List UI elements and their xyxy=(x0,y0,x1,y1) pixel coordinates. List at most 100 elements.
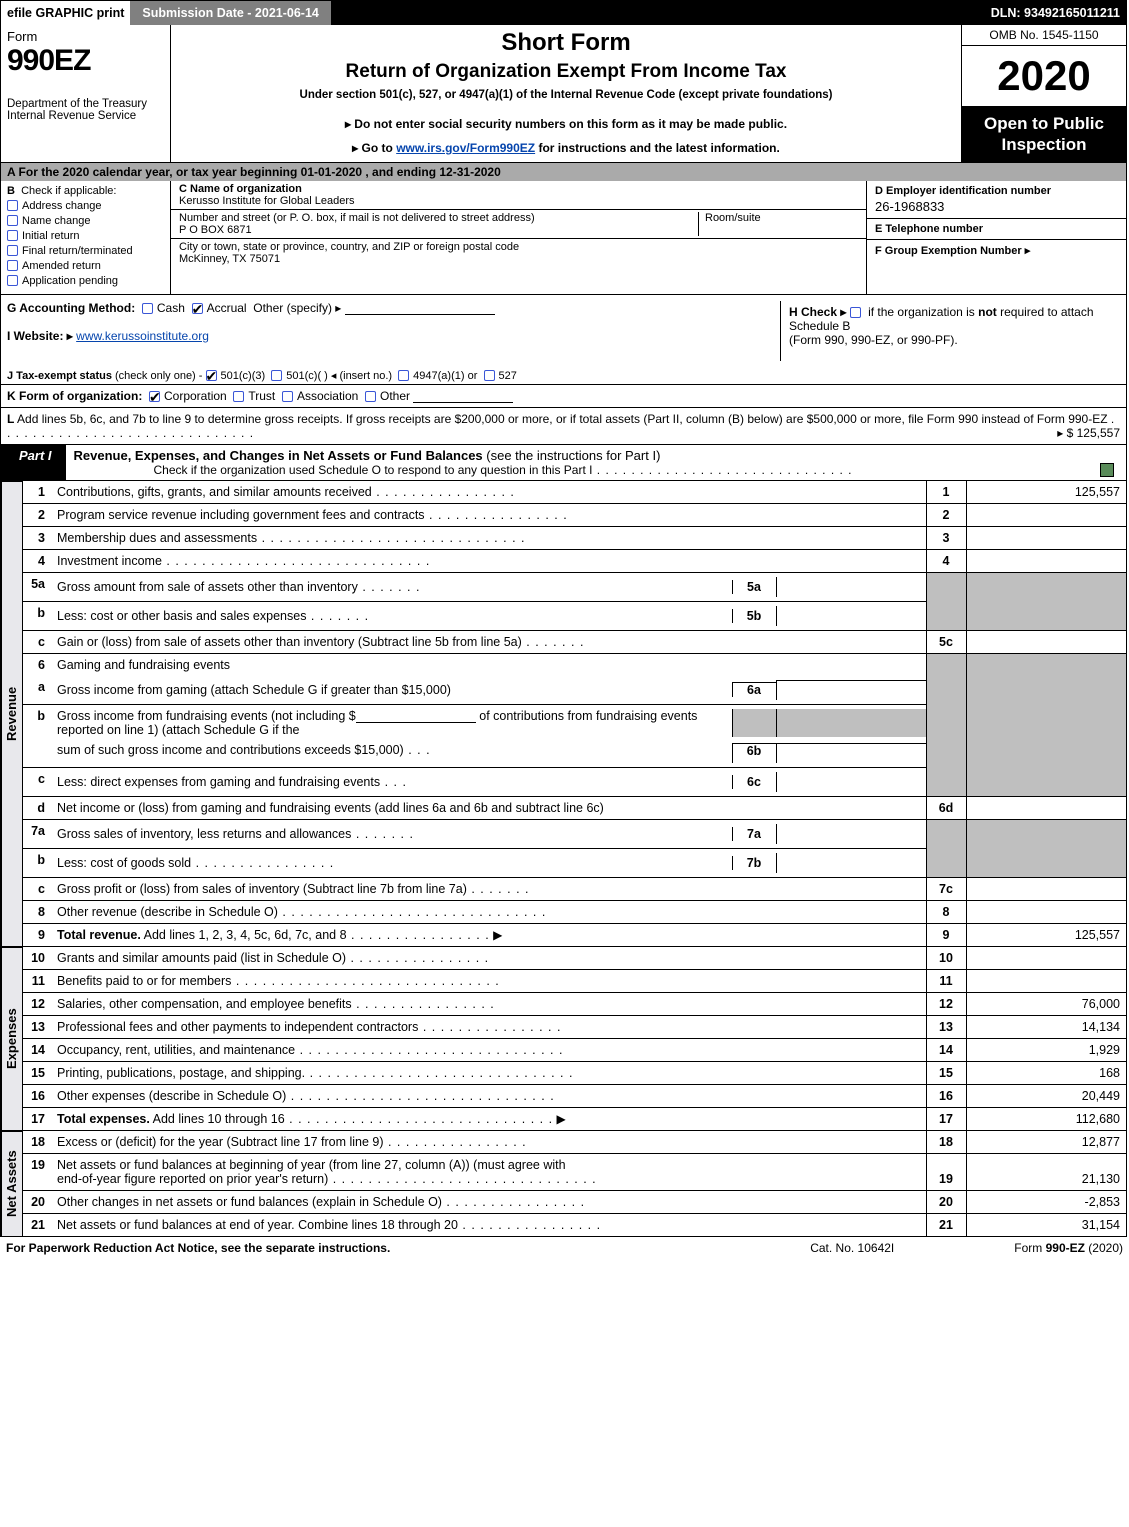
line-17: 17Total expenses. Add lines 10 through 1… xyxy=(23,1107,1126,1130)
ln-7b-sub: 7b xyxy=(732,856,776,870)
j-label: J Tax-exempt status xyxy=(7,370,112,382)
checkbox-501c[interactable] xyxy=(271,370,282,381)
tax-year-line: A For the 2020 calendar year, or tax yea… xyxy=(1,162,1126,181)
net-assets-table: 18Excess or (deficit) for the year (Subt… xyxy=(23,1131,1126,1236)
ln-2-rn: 2 xyxy=(926,503,966,526)
ln-7c-amt xyxy=(966,877,1126,900)
checkbox-corporation[interactable] xyxy=(149,391,160,402)
ln-6b-subv-gray1 xyxy=(776,709,926,737)
ln-5b-subv xyxy=(776,606,926,626)
line-15: 15Printing, publications, postage, and s… xyxy=(23,1061,1126,1084)
tax-year: 2020 xyxy=(962,46,1126,107)
checkbox-application-pending[interactable] xyxy=(7,275,18,286)
ln-5b-amt-gray xyxy=(966,601,1126,630)
ln-6a-rn-gray xyxy=(926,676,966,705)
ln-19-rn: 19 xyxy=(926,1153,966,1190)
checkbox-527[interactable] xyxy=(484,370,495,381)
ln-9-amt: 125,557 xyxy=(966,923,1126,946)
checkbox-h-not-required[interactable] xyxy=(850,307,861,318)
ln-20-amt: -2,853 xyxy=(966,1190,1126,1213)
ln-5c-amt xyxy=(966,630,1126,653)
ln-3-num: 3 xyxy=(23,526,51,549)
ln-21-num: 21 xyxy=(23,1213,51,1236)
cb-label-address: Address change xyxy=(22,200,102,212)
checkbox-name-change[interactable] xyxy=(7,215,18,226)
part1-title-text: Revenue, Expenses, and Changes in Net As… xyxy=(74,448,487,463)
part1-sub: Check if the organization used Schedule … xyxy=(74,463,1118,477)
h-text4: (Form 990, 990-EZ, or 990-PF). xyxy=(789,333,958,347)
ln-6b-rn-gray xyxy=(926,704,966,767)
checkbox-other-org[interactable] xyxy=(365,391,376,402)
line-5c: cGain or (loss) from sale of assets othe… xyxy=(23,630,1126,653)
ln-6d-amt xyxy=(966,796,1126,819)
expenses-section: Expenses 10 Grants and similar amounts pa… xyxy=(1,946,1126,1130)
b-check-label: Check if applicable: xyxy=(21,185,116,197)
checkbox-amended-return[interactable] xyxy=(7,260,18,271)
checkbox-schedule-o[interactable] xyxy=(1100,463,1114,477)
j-527: 527 xyxy=(499,370,517,382)
line-5b: bLess: cost or other basis and sales exp… xyxy=(23,601,1126,630)
ln-5b-desc: Less: cost or other basis and sales expe… xyxy=(57,609,306,623)
checkbox-accrual[interactable] xyxy=(192,303,203,314)
ln-6b-sub-gray1 xyxy=(732,709,776,737)
line-1: 1Contributions, gifts, grants, and simil… xyxy=(23,481,1126,504)
line-3: 3Membership dues and assessments3 xyxy=(23,526,1126,549)
ln-1-rn: 1 xyxy=(926,481,966,504)
part1-sub-dots xyxy=(592,463,852,477)
revenue-table: 1Contributions, gifts, grants, and simil… xyxy=(23,481,1126,946)
ln-18-amt: 12,877 xyxy=(966,1131,1126,1154)
ln-10-num: 10 xyxy=(23,947,51,970)
ln-6d-rn: 6d xyxy=(926,796,966,819)
irs-link[interactable]: www.irs.gov/Form990EZ xyxy=(396,141,535,155)
ln-21-desc: Net assets or fund balances at end of ye… xyxy=(57,1218,458,1232)
ln-4-desc: Investment income xyxy=(57,554,162,568)
checkbox-initial-return[interactable] xyxy=(7,230,18,241)
k-corp: Corporation xyxy=(164,389,227,403)
ln-10-desc: Grants and similar amounts paid (list in… xyxy=(57,951,346,965)
ln-6-amt-gray xyxy=(966,653,1126,676)
ln-7b-amt-gray xyxy=(966,848,1126,877)
ln-4-num: 4 xyxy=(23,549,51,572)
checkbox-association[interactable] xyxy=(282,391,293,402)
omb-number: OMB No. 1545-1150 xyxy=(962,25,1126,46)
efile-graphic-print[interactable]: efile GRAPHIC print xyxy=(1,1,130,25)
submission-date: Submission Date - 2021-06-14 xyxy=(130,1,330,25)
l-label: L xyxy=(7,412,14,426)
cb-label-name: Name change xyxy=(22,215,91,227)
ln-7b-num: b xyxy=(23,848,51,877)
h-text2: if the organization is xyxy=(868,305,978,319)
ln-16-rn: 16 xyxy=(926,1084,966,1107)
ln-5b-rn-gray xyxy=(926,601,966,630)
section-j: J Tax-exempt status (check only one) - 5… xyxy=(1,367,1126,385)
checkbox-501c3[interactable] xyxy=(206,370,217,381)
do-not-enter-ssn: ▸ Do not enter social security numbers o… xyxy=(179,117,953,131)
checkbox-4947[interactable] xyxy=(398,370,409,381)
ln-6a-desc: Gross income from gaming (attach Schedul… xyxy=(57,683,451,697)
short-form-title: Short Form xyxy=(179,29,953,57)
ln-11-rn: 11 xyxy=(926,969,966,992)
form-label: Form xyxy=(7,29,164,44)
ln-18-desc: Excess or (deficit) for the year (Subtra… xyxy=(57,1135,384,1149)
header-mid: Short Form Return of Organization Exempt… xyxy=(171,25,961,162)
ln-7a-sub: 7a xyxy=(732,827,776,841)
ln-6c-sub: 6c xyxy=(732,775,776,789)
formno-b: 990-EZ xyxy=(1046,1241,1085,1255)
checkbox-final-return[interactable] xyxy=(7,245,18,256)
checkbox-address-change[interactable] xyxy=(7,200,18,211)
h-not: not xyxy=(978,305,997,319)
ln-5c-desc: Gain or (loss) from sale of assets other… xyxy=(57,635,522,649)
k-other: Other xyxy=(380,389,410,403)
ln-6c-num: c xyxy=(23,767,51,796)
header-left: Form 990EZ Department of the Treasury In… xyxy=(1,25,171,162)
ln-5a-rn-gray xyxy=(926,572,966,601)
expenses-side-label: Expenses xyxy=(1,947,23,1130)
part1-tag: Part I xyxy=(1,445,66,480)
checkbox-cash[interactable] xyxy=(142,303,153,314)
g-label: G Accounting Method: xyxy=(7,301,135,315)
ln-7c-desc: Gross profit or (loss) from sales of inv… xyxy=(57,882,467,896)
ln-7c-num: c xyxy=(23,877,51,900)
ln-7a-amt-gray xyxy=(966,819,1126,848)
website-link[interactable]: www.kerussoinstitute.org xyxy=(76,329,209,343)
ln-15-num: 15 xyxy=(23,1061,51,1084)
checkbox-trust[interactable] xyxy=(233,391,244,402)
